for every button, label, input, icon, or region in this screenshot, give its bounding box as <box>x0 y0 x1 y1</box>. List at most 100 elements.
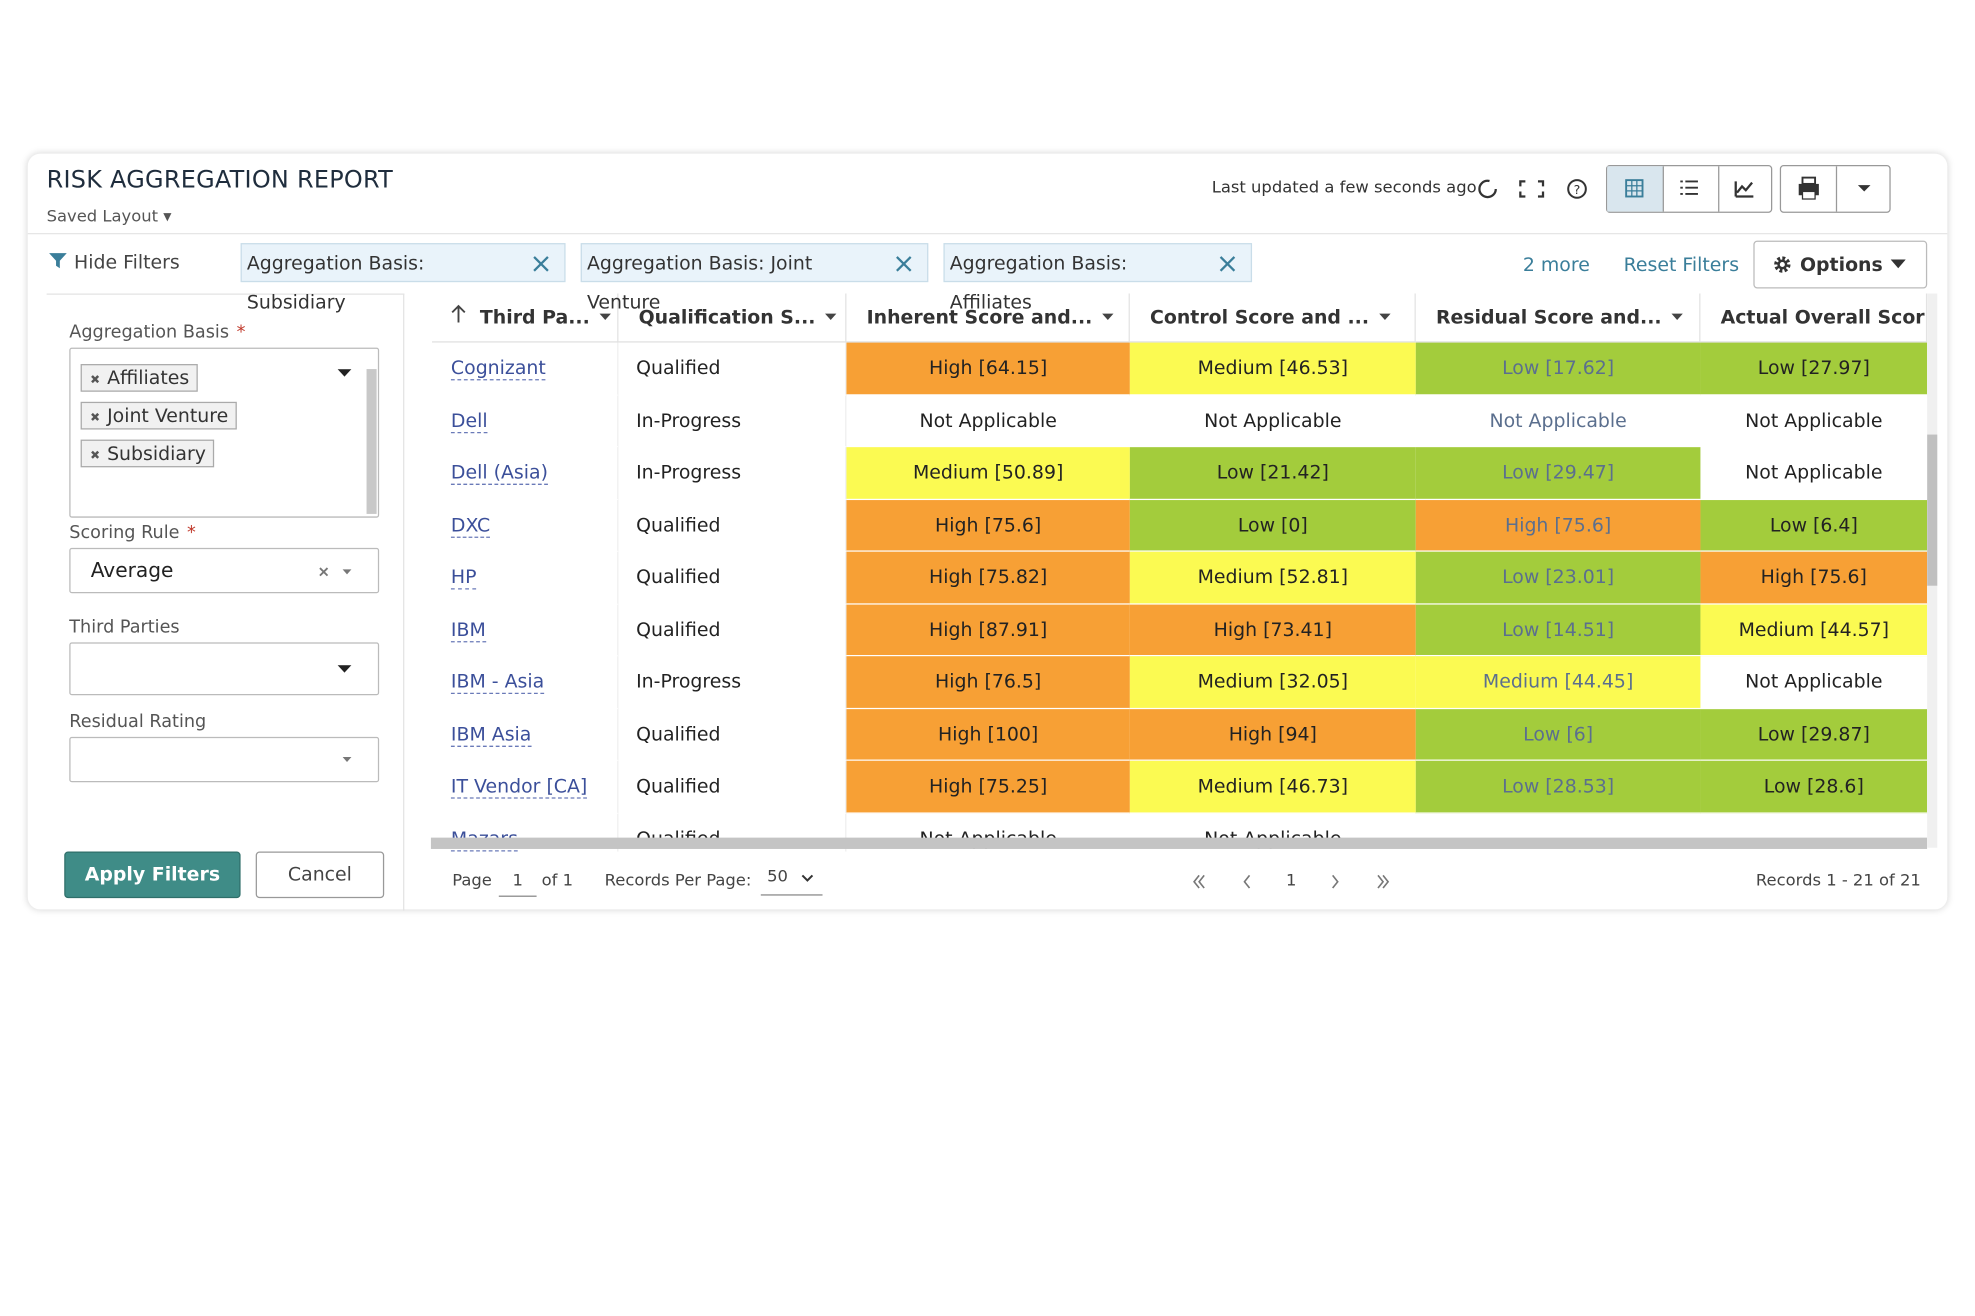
scroll-thumb <box>1927 434 1938 586</box>
third-party-link[interactable]: Dell (Asia) <box>450 461 548 485</box>
third-party-link[interactable]: HP <box>450 565 477 590</box>
table-cell[interactable]: HP <box>432 551 619 604</box>
third-party-link[interactable]: IBM - Asia <box>450 670 545 695</box>
table-cell: Not Applicable <box>1700 394 1928 448</box>
table-cell: Low [6.4] <box>1700 499 1928 552</box>
table-cell: Not Applicable <box>846 394 1130 448</box>
selected-tag[interactable]: Affiliates <box>80 364 199 392</box>
table-cell: Not Applicable <box>1415 394 1701 448</box>
current-page[interactable]: 1 <box>1286 871 1297 891</box>
column-header[interactable]: Third Pa... <box>432 293 619 343</box>
selected-tag[interactable]: Joint Venture <box>80 401 238 430</box>
column-header[interactable]: Residual Score and... <box>1415 293 1701 343</box>
hide-filters-text: Hide Filters <box>74 250 180 274</box>
filter-chip[interactable]: Aggregation Basis: Affiliates <box>943 243 1253 314</box>
last-updated: Last updated a few seconds ago <box>1211 178 1477 198</box>
third-party-link[interactable]: IBM Asia <box>450 722 532 747</box>
table-cell: Medium [52.81] <box>1129 551 1416 604</box>
table-cell: Low [0] <box>1129 499 1416 552</box>
saved-layout-text: Saved Layout <box>46 207 159 227</box>
label-text: Scoring Rule <box>69 522 180 543</box>
table-cell[interactable]: IT Vendor [CA] <box>432 760 619 814</box>
table-cell: Not Applicable <box>1129 394 1416 448</box>
list-view-button[interactable] <box>1663 166 1720 212</box>
scoring-rule-label: Scoring Rule * <box>69 523 196 543</box>
options-button[interactable]: Options <box>1753 240 1928 289</box>
table-cell[interactable]: DXC <box>432 499 619 552</box>
table-cell: High [76.5] <box>846 656 1130 709</box>
table-cell: Medium [44.57] <box>1700 603 1928 657</box>
column-header[interactable]: Inherent Score and... <box>846 293 1130 343</box>
sort-caret <box>1379 313 1391 320</box>
third-party-link[interactable]: IBM <box>450 617 486 642</box>
filter-chip[interactable]: Aggregation Basis: Subsidiary <box>240 243 566 314</box>
caret <box>801 874 814 882</box>
caret <box>337 665 352 673</box>
third-parties-label: Third Parties <box>69 617 180 638</box>
table-cell: High [87.91] <box>846 603 1130 657</box>
column-header[interactable]: Control Score and ... <box>1129 293 1416 343</box>
table-cell: Qualified <box>618 760 847 814</box>
third-party-link[interactable]: DXC <box>450 513 491 538</box>
third-parties-select[interactable] <box>69 642 380 696</box>
table-cell[interactable]: Dell <box>432 394 619 448</box>
page-input[interactable]: 1 <box>498 872 537 897</box>
residual-rating-select[interactable] <box>69 736 380 783</box>
apply-filters-button[interactable]: Apply Filters <box>64 851 241 899</box>
cancel-button[interactable]: Cancel <box>255 851 385 899</box>
hide-filters[interactable]: Hide Filters <box>48 250 180 274</box>
table-cell: Qualified <box>618 342 847 395</box>
table-cell[interactable]: Cognizant <box>432 342 619 395</box>
table-cell: Qualified <box>618 551 847 604</box>
table-cell: Low [28.53] <box>1415 760 1701 814</box>
print-menu[interactable] <box>1779 165 1891 213</box>
report-card: RISK AGGREGATION REPORT Saved Layout ▾ L… <box>27 153 1948 911</box>
chip-remove[interactable] <box>1219 256 1236 272</box>
table-cell: Medium [32.05] <box>1129 656 1416 709</box>
per-page-select[interactable]: 50 <box>760 868 823 896</box>
reset-filters[interactable]: Reset Filters <box>1623 253 1740 276</box>
table-cell: Medium [46.73] <box>1129 760 1416 814</box>
table-cell: In-Progress <box>618 656 847 709</box>
chip-remove[interactable] <box>533 256 549 272</box>
table-cell[interactable]: IBM <box>432 603 619 657</box>
view-icons <box>1625 179 1754 198</box>
scoring-rule-select[interactable]: Average <box>69 547 380 594</box>
table-cell[interactable]: Dell (Asia) <box>432 447 619 500</box>
caret <box>337 369 352 377</box>
table-cell: Low [17.62] <box>1415 342 1701 395</box>
table-cell: In-Progress <box>618 394 847 448</box>
pager-arrows[interactable] <box>1189 872 1391 892</box>
sort-caret <box>599 313 612 320</box>
caret <box>1890 259 1906 269</box>
table-cell: Qualified <box>618 708 847 761</box>
table-cell: High [64.15] <box>846 342 1130 395</box>
saved-layout[interactable]: Saved Layout ▾ <box>46 207 172 227</box>
selected-tag[interactable]: Subsidiary <box>80 439 215 468</box>
table-cell[interactable]: IBM Asia <box>432 708 619 761</box>
table-cell: Low [27.97] <box>1700 342 1928 395</box>
third-party-link[interactable]: IT Vendor [CA] <box>450 774 588 799</box>
chip-remove[interactable] <box>896 256 912 272</box>
table-cell: High [75.6] <box>1700 551 1928 604</box>
table-cell: Not Applicable <box>1700 656 1928 709</box>
column-header[interactable]: Qualification S... <box>618 293 847 343</box>
grid-view-button[interactable] <box>1607 166 1664 212</box>
table-cell: Qualified <box>618 499 847 552</box>
table-cell: Low [28.6] <box>1700 760 1928 814</box>
third-party-link[interactable]: Dell <box>450 408 488 433</box>
third-party-link[interactable]: Cognizant <box>450 356 546 381</box>
results-table: Third Pa... Qualification S... Inherent Sc… <box>430 293 1928 852</box>
table-cell[interactable]: IBM - Asia <box>432 656 619 709</box>
required-mark: * <box>187 522 196 543</box>
toolbar-icons[interactable]: ? <box>1476 178 1627 203</box>
filter-sidebar: Aggregation Basis * Affiliates Joint Ventu… <box>46 293 405 911</box>
column-header[interactable]: Actual Overall Scor <box>1700 293 1928 343</box>
aggregation-basis-select[interactable]: Affiliates Joint Venture Subsidiary <box>69 347 380 518</box>
label-text: Aggregation Basis <box>69 322 230 343</box>
table-cell: In-Progress <box>618 447 847 500</box>
more-filters[interactable]: 2 more <box>1522 253 1590 276</box>
filter-chip[interactable]: Aggregation Basis: Joint Venture <box>580 243 929 314</box>
page-label: Page <box>452 871 492 891</box>
